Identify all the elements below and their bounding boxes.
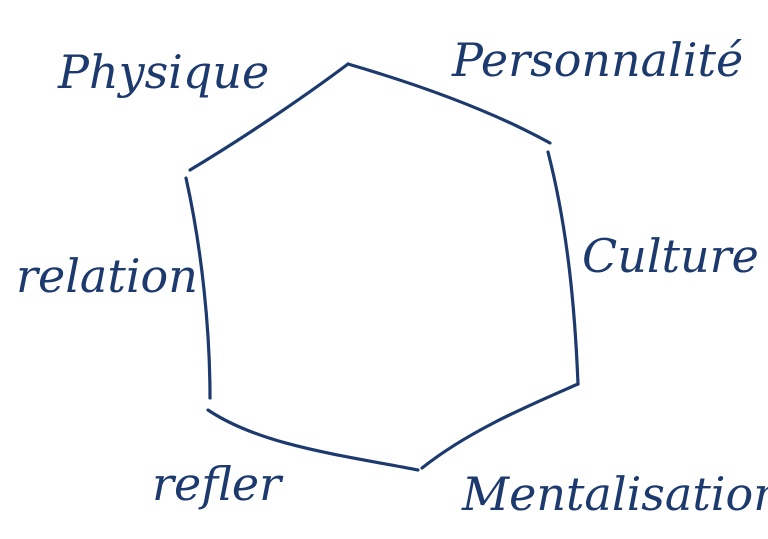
hexagon-side-bottom-right xyxy=(420,382,580,470)
label-culture: Culture xyxy=(582,229,759,283)
hexagon-side-top-left xyxy=(188,62,350,172)
label-physique: Physique xyxy=(57,45,269,99)
hexagon-side-top-right xyxy=(346,62,552,145)
label-relation: relation xyxy=(16,249,198,303)
label-personnalite: Personnalité xyxy=(451,33,743,87)
hexagon-side-right xyxy=(546,150,580,386)
label-refler: refler xyxy=(152,457,284,511)
label-mentalisation: Mentalisation xyxy=(461,467,768,521)
hexagon-side-left xyxy=(184,176,212,400)
hexagon-side-bottom-left xyxy=(206,408,420,472)
